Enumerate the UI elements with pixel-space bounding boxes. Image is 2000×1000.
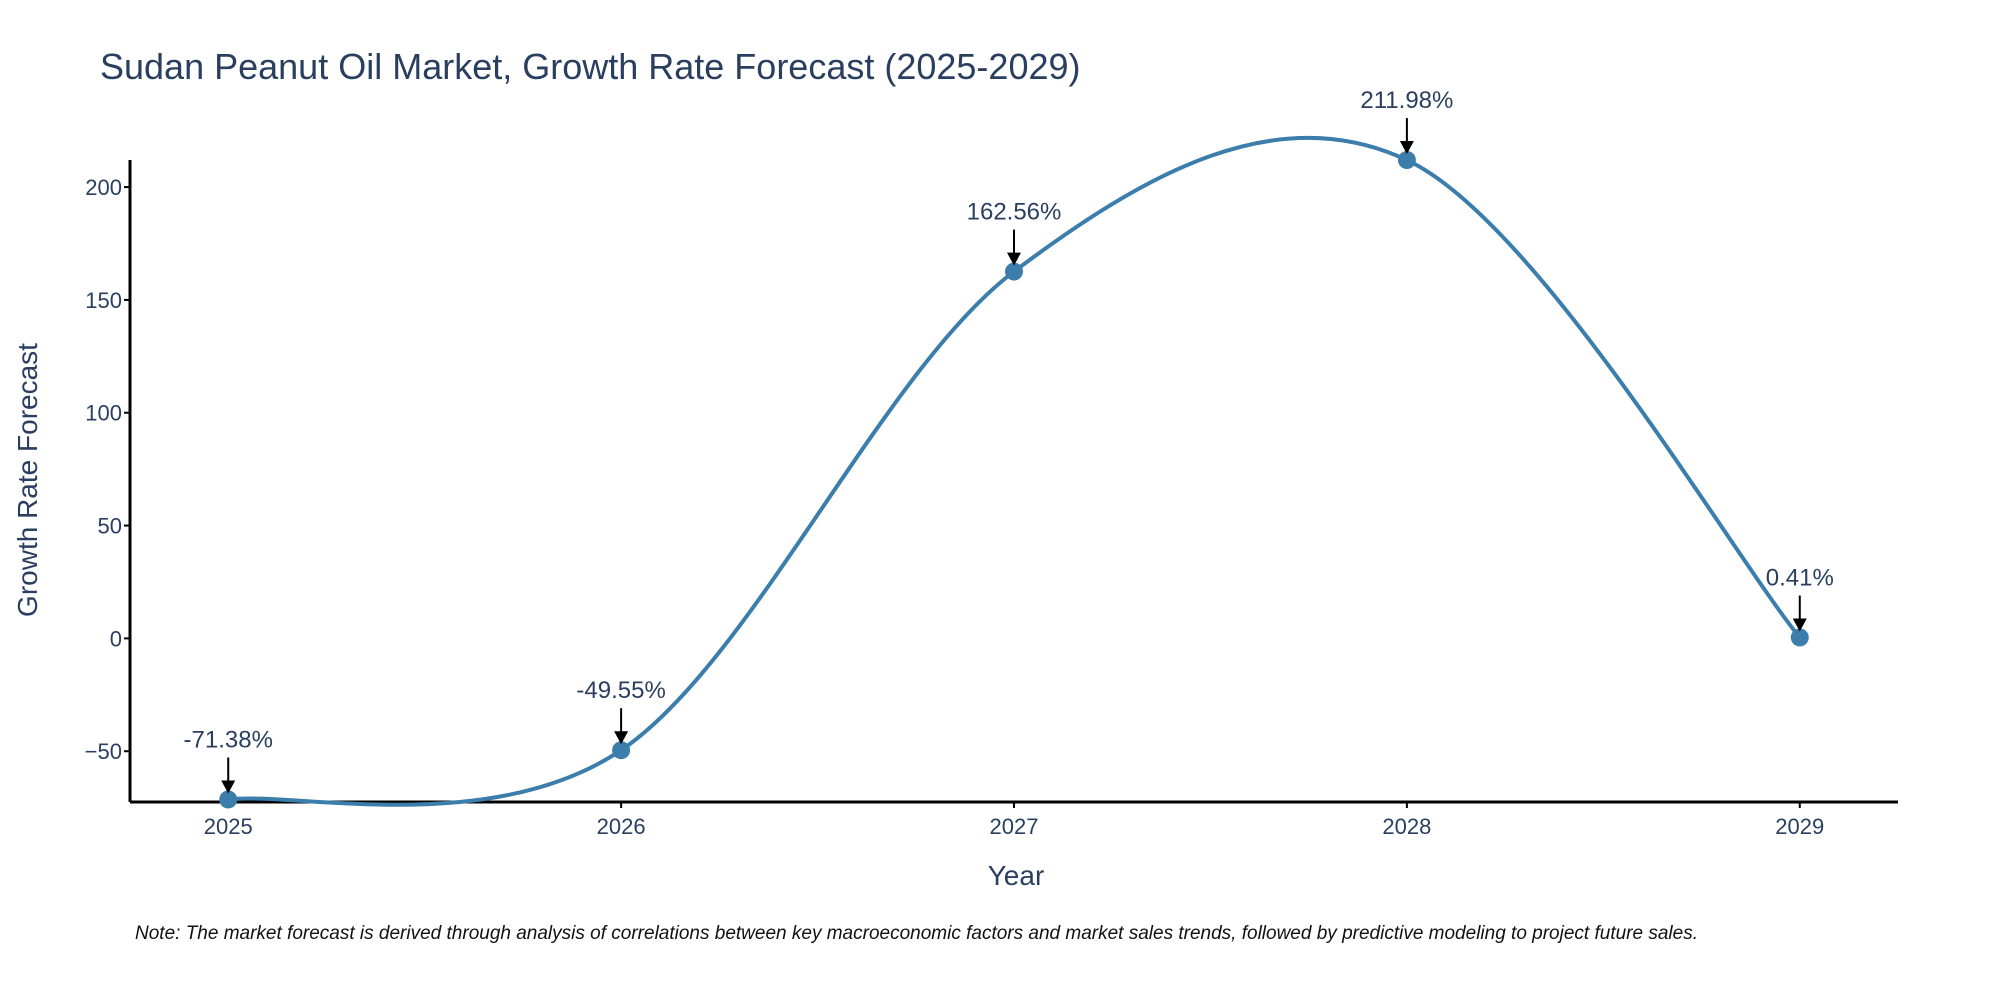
y-tick-label: 100	[85, 401, 122, 426]
data-label-2029: 0.41%	[1766, 564, 1834, 591]
y-axis-title: Growth Rate Forecast	[12, 343, 43, 617]
y-ticks: −50 0 50 100 150 200	[85, 175, 130, 764]
data-label-2025: -71.38%	[184, 726, 273, 753]
annotation-arrow-head	[1792, 618, 1807, 632]
data-label-2028: 211.98%	[1360, 87, 1453, 114]
annotation-arrow-head	[614, 731, 629, 745]
x-tick-label: 2027	[990, 814, 1039, 839]
y-tick-label: 50	[98, 514, 122, 539]
annotation-arrow-head	[1007, 252, 1021, 266]
x-axis-title: Year	[988, 860, 1045, 891]
data-points	[219, 151, 1809, 809]
y-tick-label: 0	[110, 626, 122, 651]
x-ticks: 2025 2026 2027 2028 2029	[204, 802, 1824, 839]
data-point-2026	[612, 741, 631, 760]
footnote-note: Note: The market forecast is derived thr…	[135, 923, 1698, 944]
x-tick-label: 2028	[1382, 814, 1431, 839]
data-point-2029	[1790, 628, 1809, 647]
x-tick-label: 2026	[597, 814, 646, 839]
data-point-2027	[1005, 262, 1023, 281]
y-tick-label: −50	[85, 739, 122, 764]
data-annotations: -71.38% -49.55% 162.56% 211.98% 0.41%	[184, 87, 1834, 794]
data-point-2028	[1397, 151, 1416, 170]
annotation-arrow-head	[221, 780, 236, 794]
x-tick-label: 2029	[1775, 814, 1824, 839]
annotation-arrow-head	[1399, 141, 1414, 155]
y-tick-label: 200	[85, 175, 122, 200]
data-label-2027: 162.56%	[967, 199, 1062, 226]
x-tick-label: 2025	[204, 814, 253, 839]
chart-title: Sudan Peanut Oil Market, Growth Rate For…	[100, 46, 1081, 87]
data-label-2026: -49.55%	[576, 677, 665, 704]
y-tick-label: 150	[85, 288, 122, 313]
data-point-2025	[219, 790, 238, 809]
